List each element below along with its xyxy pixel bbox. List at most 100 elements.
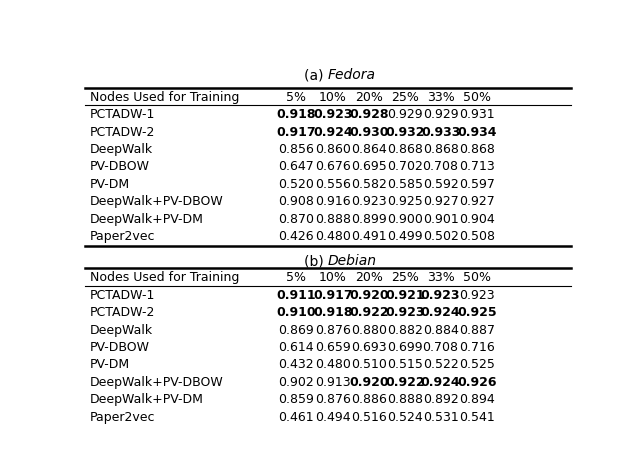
Text: 0.502: 0.502 xyxy=(422,230,458,243)
Text: Paper2vec: Paper2vec xyxy=(90,230,156,243)
Text: 0.923: 0.923 xyxy=(351,195,387,208)
Text: 0.647: 0.647 xyxy=(278,160,314,173)
Text: 0.926: 0.926 xyxy=(457,376,497,389)
Text: (a): (a) xyxy=(304,68,328,82)
Text: 0.461: 0.461 xyxy=(278,411,314,424)
Text: Nodes Used for Training: Nodes Used for Training xyxy=(90,271,239,284)
Text: 0.525: 0.525 xyxy=(459,358,495,371)
Text: 0.876: 0.876 xyxy=(315,324,351,337)
Text: Debian: Debian xyxy=(328,254,377,269)
Text: 0.868: 0.868 xyxy=(459,143,495,156)
Text: 0.516: 0.516 xyxy=(351,411,387,424)
Text: 0.886: 0.886 xyxy=(351,393,387,406)
Text: 0.925: 0.925 xyxy=(457,306,497,319)
Text: 0.592: 0.592 xyxy=(422,178,458,191)
Text: Paper2vec: Paper2vec xyxy=(90,411,156,424)
Text: 5%: 5% xyxy=(285,271,306,284)
Text: 50%: 50% xyxy=(463,91,491,104)
Text: 0.614: 0.614 xyxy=(278,341,314,354)
Text: 0.930: 0.930 xyxy=(349,126,389,138)
Text: PV-DM: PV-DM xyxy=(90,358,130,371)
Text: 0.508: 0.508 xyxy=(459,230,495,243)
Text: 0.924: 0.924 xyxy=(420,306,460,319)
Text: 0.923: 0.923 xyxy=(385,306,424,319)
Text: 0.859: 0.859 xyxy=(278,393,314,406)
Text: 0.911: 0.911 xyxy=(276,289,316,302)
Text: Fedora: Fedora xyxy=(328,68,376,82)
Text: 0.659: 0.659 xyxy=(315,341,351,354)
Text: 33%: 33% xyxy=(427,271,454,284)
Text: 0.918: 0.918 xyxy=(276,108,316,121)
Text: DeepWalk: DeepWalk xyxy=(90,324,153,337)
Text: 0.520: 0.520 xyxy=(278,178,314,191)
Text: 0.860: 0.860 xyxy=(315,143,351,156)
Text: 0.929: 0.929 xyxy=(423,108,458,121)
Text: 0.856: 0.856 xyxy=(278,143,314,156)
Text: 0.708: 0.708 xyxy=(422,160,459,173)
Text: 0.884: 0.884 xyxy=(422,324,458,337)
Text: DeepWalk+PV-DBOW: DeepWalk+PV-DBOW xyxy=(90,195,223,208)
Text: 0.888: 0.888 xyxy=(315,213,351,226)
Text: 0.923: 0.923 xyxy=(313,108,353,121)
Text: 0.913: 0.913 xyxy=(315,376,351,389)
Text: 0.901: 0.901 xyxy=(422,213,458,226)
Text: 10%: 10% xyxy=(319,271,347,284)
Text: 0.708: 0.708 xyxy=(422,341,459,354)
Text: 0.702: 0.702 xyxy=(387,160,423,173)
Text: 10%: 10% xyxy=(319,91,347,104)
Text: 0.556: 0.556 xyxy=(315,178,351,191)
Text: PCTADW-2: PCTADW-2 xyxy=(90,126,156,138)
Text: 0.494: 0.494 xyxy=(315,411,351,424)
Text: 0.923: 0.923 xyxy=(421,289,460,302)
Text: 0.676: 0.676 xyxy=(315,160,351,173)
Text: 0.693: 0.693 xyxy=(351,341,387,354)
Text: 0.531: 0.531 xyxy=(422,411,458,424)
Text: 25%: 25% xyxy=(391,271,419,284)
Text: 0.699: 0.699 xyxy=(387,341,422,354)
Text: 0.920: 0.920 xyxy=(349,289,389,302)
Text: 0.864: 0.864 xyxy=(351,143,387,156)
Text: 0.597: 0.597 xyxy=(459,178,495,191)
Text: DeepWalk+PV-DM: DeepWalk+PV-DM xyxy=(90,393,204,406)
Text: 0.491: 0.491 xyxy=(351,230,387,243)
Text: 0.882: 0.882 xyxy=(387,324,423,337)
Text: 0.499: 0.499 xyxy=(387,230,422,243)
Text: 0.541: 0.541 xyxy=(459,411,495,424)
Text: 0.870: 0.870 xyxy=(278,213,314,226)
Text: 0.917: 0.917 xyxy=(276,126,316,138)
Text: 0.522: 0.522 xyxy=(422,358,458,371)
Text: 0.899: 0.899 xyxy=(351,213,387,226)
Text: 0.933: 0.933 xyxy=(421,126,460,138)
Text: DeepWalk+PV-DBOW: DeepWalk+PV-DBOW xyxy=(90,376,223,389)
Text: 0.927: 0.927 xyxy=(459,195,495,208)
Text: Nodes Used for Training: Nodes Used for Training xyxy=(90,91,239,104)
Text: 0.876: 0.876 xyxy=(315,393,351,406)
Text: 0.910: 0.910 xyxy=(276,306,316,319)
Text: 0.928: 0.928 xyxy=(349,108,389,121)
Text: 0.582: 0.582 xyxy=(351,178,387,191)
Text: PV-DBOW: PV-DBOW xyxy=(90,341,150,354)
Text: 0.869: 0.869 xyxy=(278,324,314,337)
Text: 0.923: 0.923 xyxy=(459,289,495,302)
Text: 0.480: 0.480 xyxy=(315,230,351,243)
Text: 0.924: 0.924 xyxy=(420,376,460,389)
Text: 20%: 20% xyxy=(355,91,383,104)
Text: PV-DBOW: PV-DBOW xyxy=(90,160,150,173)
Text: 25%: 25% xyxy=(391,91,419,104)
Text: 0.917: 0.917 xyxy=(313,289,353,302)
Text: PCTADW-1: PCTADW-1 xyxy=(90,108,156,121)
Text: PV-DM: PV-DM xyxy=(90,178,130,191)
Text: 0.922: 0.922 xyxy=(349,306,389,319)
Text: 0.585: 0.585 xyxy=(387,178,423,191)
Text: 50%: 50% xyxy=(463,271,491,284)
Text: 0.713: 0.713 xyxy=(459,160,495,173)
Text: 0.924: 0.924 xyxy=(313,126,353,138)
Text: 0.716: 0.716 xyxy=(459,341,495,354)
Text: 0.880: 0.880 xyxy=(351,324,387,337)
Text: 0.908: 0.908 xyxy=(278,195,314,208)
Text: 0.900: 0.900 xyxy=(387,213,423,226)
Text: 20%: 20% xyxy=(355,271,383,284)
Text: DeepWalk: DeepWalk xyxy=(90,143,153,156)
Text: 0.887: 0.887 xyxy=(459,324,495,337)
Text: 0.426: 0.426 xyxy=(278,230,314,243)
